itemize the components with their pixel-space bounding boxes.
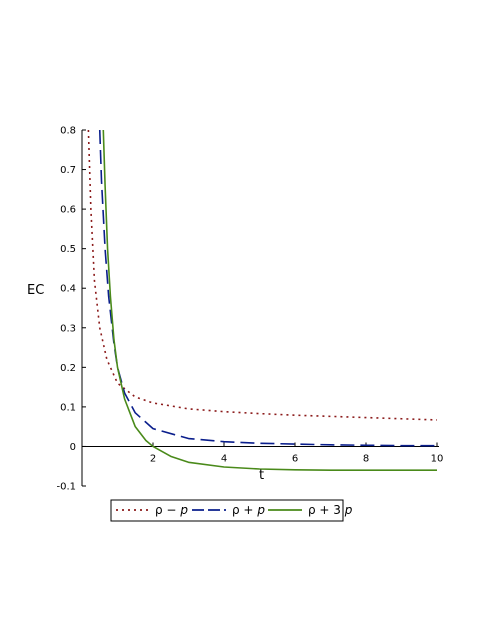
y-tick-label: 0.8 <box>60 126 76 137</box>
x-ticks: 2 4 6 8 10 <box>150 442 444 464</box>
x-tick-label: 6 <box>292 453 298 464</box>
legend-box <box>110 499 344 522</box>
series-lines <box>87 129 438 471</box>
axes <box>81 130 439 486</box>
y-tick-label: 0 <box>70 442 76 453</box>
y-tick-label: 0.4 <box>60 284 76 295</box>
y-tick-label: 0.6 <box>60 205 76 216</box>
y-tick-label: 0.2 <box>60 363 76 374</box>
series-line-1 <box>87 129 438 421</box>
y-tick-label: 0.5 <box>60 244 76 255</box>
x-axis-label: t <box>259 468 264 483</box>
y-tick-label: -0.1 <box>56 482 76 493</box>
y-tick-label: 0.1 <box>60 402 76 413</box>
y-tick-label: 0.3 <box>60 323 76 334</box>
y-ticks: -0.1 0 0.1 0.2 0.3 0.4 0.5 0.6 0.7 0.8 <box>56 126 86 493</box>
x-tick-label: 4 <box>221 453 227 464</box>
legend-label-3: ρ + 3 p <box>308 503 353 517</box>
legend: ρ − p ρ + p ρ + 3 p <box>110 499 353 522</box>
x-tick-label: 2 <box>150 453 156 464</box>
legend-label-1: ρ − p <box>155 503 188 517</box>
legend-label-2: ρ + p <box>232 503 265 517</box>
y-tick-label: 0.7 <box>60 165 76 176</box>
series-line-2 <box>98 129 437 447</box>
series-line-3 <box>102 129 437 471</box>
x-tick-label: 8 <box>363 453 369 464</box>
x-tick-label: 10 <box>431 453 444 464</box>
y-axis-label: EC <box>27 283 44 298</box>
